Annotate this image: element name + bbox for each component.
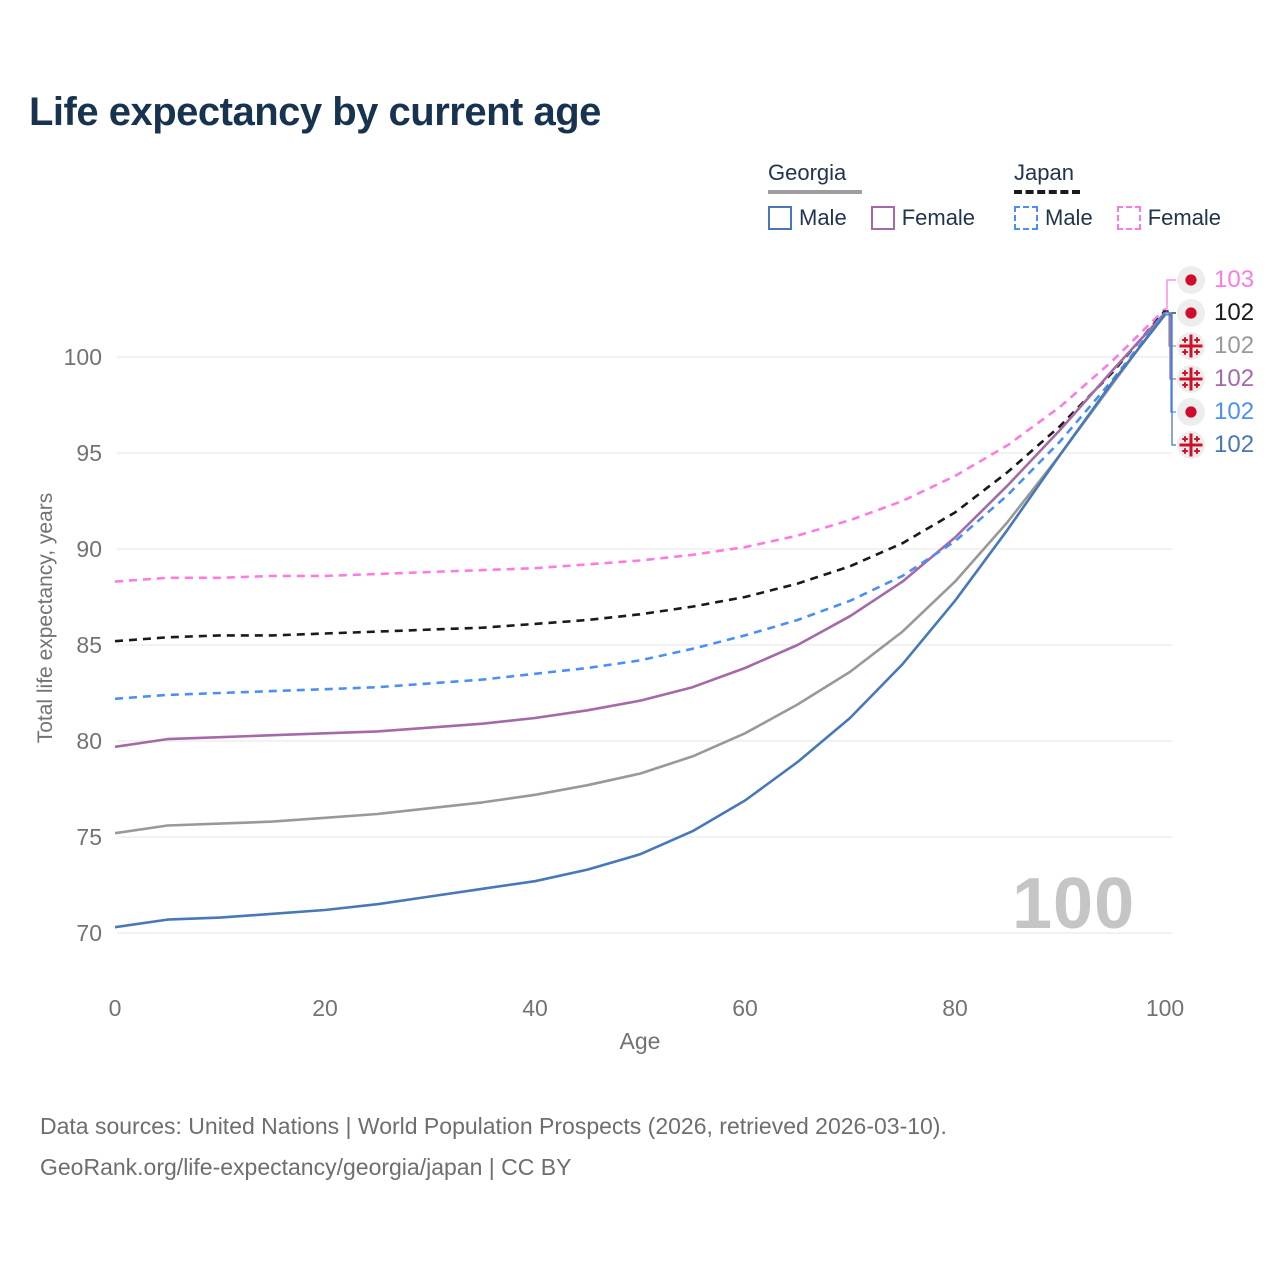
end-value-row-georgia-female: 102 bbox=[1177, 362, 1254, 396]
legend-item-label: Female bbox=[1147, 205, 1222, 230]
georgia-flag-icon bbox=[1177, 431, 1205, 459]
y-tick-95: 95 bbox=[76, 440, 102, 466]
japan-female-swatch-icon bbox=[1116, 206, 1141, 230]
data-sources-text: Data sources: United Nations | World Pop… bbox=[40, 1113, 947, 1139]
x-tick-20: 20 bbox=[312, 995, 338, 1021]
end-value-row-georgia-male: 102 bbox=[1177, 428, 1254, 462]
end-label-connector-japan-male bbox=[1165, 312, 1176, 413]
end-label-connector-japan bbox=[1165, 310, 1176, 314]
series-line-japan bbox=[114, 310, 1166, 643]
y-tick-80: 80 bbox=[76, 728, 102, 754]
end-label-connector-japan-female bbox=[1165, 279, 1176, 310]
end-value-label: 102 bbox=[1214, 398, 1255, 425]
y-tick-70: 70 bbox=[76, 920, 102, 946]
page-title: Life expectancy by current age bbox=[29, 90, 601, 134]
series-line-japan-male bbox=[114, 311, 1167, 701]
x-tick-40: 40 bbox=[522, 995, 548, 1021]
georgia-male-swatch-icon bbox=[768, 206, 792, 230]
georgia-female-swatch-icon bbox=[870, 206, 895, 230]
legend-underline-georgia bbox=[768, 190, 862, 194]
end-value-label: 102 bbox=[1214, 431, 1255, 458]
y-tick-75: 75 bbox=[76, 824, 102, 850]
x-tick-80: 80 bbox=[942, 995, 968, 1021]
legend-item-japan-female[interactable]: Female bbox=[1116, 205, 1222, 231]
end-value-label: 102 bbox=[1214, 299, 1255, 326]
legend-item-label: Female bbox=[901, 205, 976, 230]
y-tick-85: 85 bbox=[76, 632, 102, 658]
y-tick-100: 100 bbox=[63, 344, 102, 370]
legend-item-label: Male bbox=[1045, 205, 1093, 230]
end-value-row-georgia: 102 bbox=[1177, 329, 1254, 363]
japan-flag-icon bbox=[1177, 398, 1205, 426]
japan-flag-icon bbox=[1177, 266, 1205, 294]
legend-item-georgia-male[interactable]: Male bbox=[768, 205, 847, 231]
end-value-row-japan-female: 103 bbox=[1177, 263, 1254, 297]
end-value-row-japan-male: 102 bbox=[1177, 395, 1254, 429]
x-tick-0: 0 bbox=[108, 995, 122, 1021]
current-age-watermark: 100 bbox=[1012, 864, 1136, 944]
series-line-georgia-male bbox=[114, 313, 1167, 929]
japan-male-swatch-icon bbox=[1014, 206, 1038, 230]
legend-underline-japan bbox=[1014, 190, 1080, 194]
footer: Data sources: United Nations | World Pop… bbox=[40, 1106, 947, 1188]
legend-item-japan-male[interactable]: Male bbox=[1014, 205, 1093, 231]
legend-header-georgia: Georgia bbox=[768, 160, 847, 185]
series-line-georgia bbox=[114, 312, 1167, 835]
end-value-label: 102 bbox=[1214, 332, 1255, 359]
x-axis-title: Age bbox=[619, 1028, 661, 1054]
x-tick-60: 60 bbox=[732, 995, 758, 1021]
legend-header-japan: Japan bbox=[1014, 160, 1074, 185]
end-value-label: 102 bbox=[1214, 365, 1255, 392]
x-tick-100: 100 bbox=[1145, 995, 1185, 1021]
georgia-flag-icon bbox=[1177, 365, 1205, 393]
end-value-label: 103 bbox=[1214, 266, 1255, 293]
series-line-japan-female bbox=[114, 308, 1166, 583]
legend-item-label: Male bbox=[799, 205, 847, 230]
legend-item-georgia-female[interactable]: Female bbox=[870, 205, 976, 231]
legend-group-georgia: Georgia Male Female bbox=[768, 160, 975, 231]
y-tick-90: 90 bbox=[76, 536, 102, 562]
japan-flag-icon bbox=[1177, 299, 1205, 327]
series-line-georgia-female bbox=[114, 311, 1166, 749]
attribution-text: GeoRank.org/life-expectancy/georgia/japa… bbox=[40, 1154, 572, 1180]
end-label-connector-georgia-male bbox=[1165, 314, 1176, 446]
legend-group-japan: Japan Male Female bbox=[1014, 160, 1221, 231]
end-value-row-japan: 102 bbox=[1177, 296, 1254, 330]
georgia-flag-icon bbox=[1177, 332, 1205, 360]
